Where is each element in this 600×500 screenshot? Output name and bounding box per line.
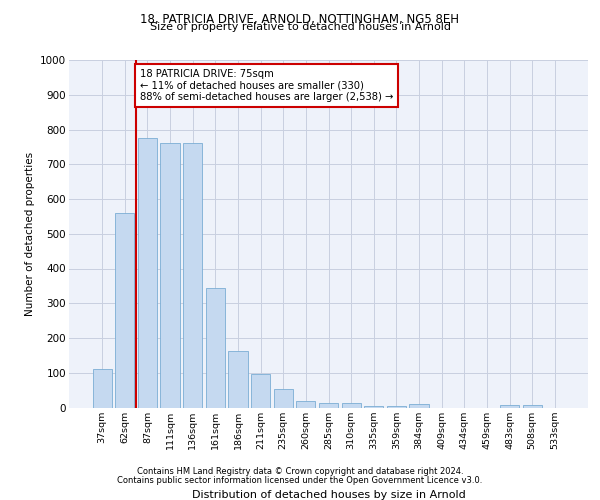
Text: Contains HM Land Registry data © Crown copyright and database right 2024.: Contains HM Land Registry data © Crown c… bbox=[137, 467, 463, 476]
Text: 18, PATRICIA DRIVE, ARNOLD, NOTTINGHAM, NG5 8EH: 18, PATRICIA DRIVE, ARNOLD, NOTTINGHAM, … bbox=[140, 12, 460, 26]
Bar bbox=[274, 390, 293, 407]
Bar bbox=[523, 404, 542, 407]
Bar bbox=[387, 406, 406, 407]
Bar bbox=[206, 288, 225, 408]
Bar bbox=[364, 406, 383, 407]
Bar bbox=[409, 404, 428, 407]
Bar bbox=[341, 402, 361, 407]
Bar bbox=[138, 138, 157, 407]
Text: Contains public sector information licensed under the Open Government Licence v3: Contains public sector information licen… bbox=[118, 476, 482, 485]
Bar bbox=[92, 370, 112, 408]
Text: 18 PATRICIA DRIVE: 75sqm
← 11% of detached houses are smaller (330)
88% of semi-: 18 PATRICIA DRIVE: 75sqm ← 11% of detach… bbox=[140, 68, 393, 102]
X-axis label: Distribution of detached houses by size in Arnold: Distribution of detached houses by size … bbox=[191, 490, 466, 500]
Bar bbox=[296, 401, 316, 407]
Y-axis label: Number of detached properties: Number of detached properties bbox=[25, 152, 35, 316]
Text: Size of property relative to detached houses in Arnold: Size of property relative to detached ho… bbox=[149, 22, 451, 32]
Bar bbox=[319, 402, 338, 407]
Bar bbox=[160, 144, 180, 408]
Bar bbox=[115, 213, 134, 408]
Bar bbox=[251, 374, 270, 408]
Bar bbox=[229, 351, 248, 408]
Bar bbox=[500, 404, 519, 407]
Bar bbox=[183, 144, 202, 408]
